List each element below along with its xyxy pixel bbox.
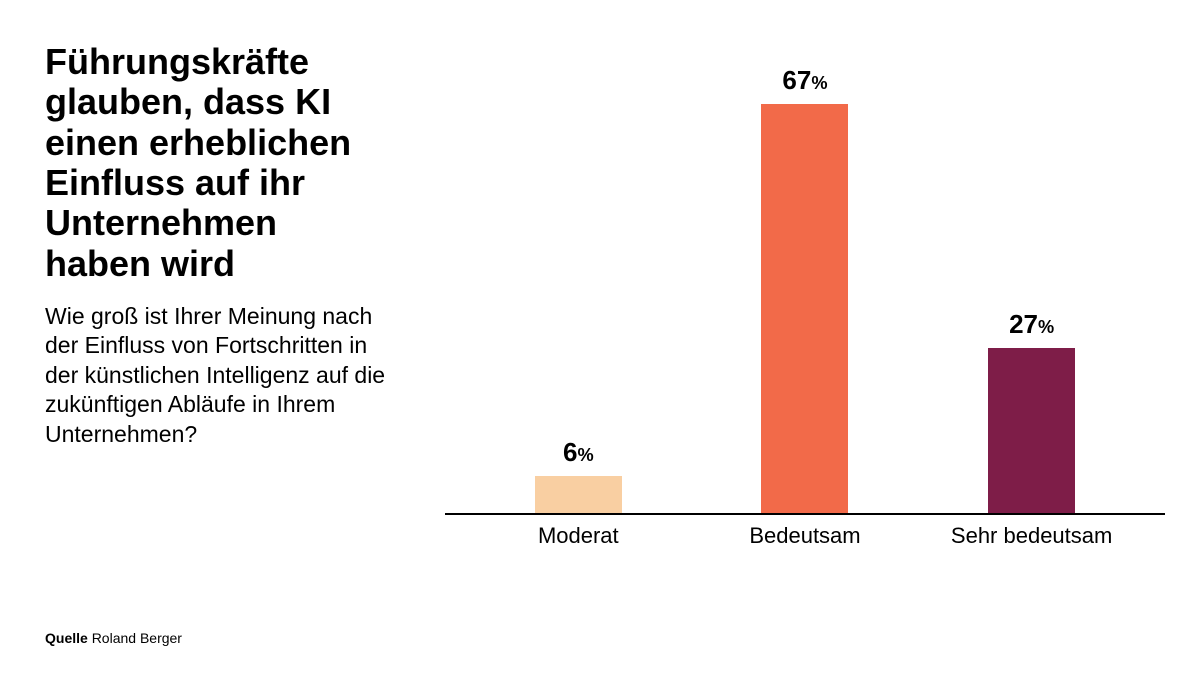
category-labels: Moderat Bedeutsam Sehr bedeutsam (445, 523, 1165, 549)
category-label: Moderat (465, 523, 692, 549)
bars-container: 6% 67% 27% (445, 48, 1165, 513)
source-label: Quelle (45, 630, 88, 646)
bar (535, 476, 622, 513)
title: Führungskräfte glauben, dass KI einen er… (45, 42, 390, 284)
bar-wrap: 6% (465, 48, 692, 513)
source-line: Quelle Roland Berger (45, 630, 182, 646)
bar-value-label: 67% (782, 65, 827, 96)
bar-value-label: 6% (563, 437, 594, 468)
subtitle: Wie groß ist Ihrer Meinung nach der Einf… (45, 302, 390, 449)
bar-wrap: 27% (918, 48, 1145, 513)
bar (988, 348, 1075, 513)
plot-area: 6% 67% 27% (445, 48, 1165, 515)
bar-chart: 6% 67% 27% (445, 48, 1165, 568)
bar-value-label: 27% (1009, 309, 1054, 340)
category-label: Sehr bedeutsam (918, 523, 1145, 549)
bar-wrap: 67% (692, 48, 919, 513)
text-column: Führungskräfte glauben, dass KI einen er… (45, 42, 390, 449)
source-value: Roland Berger (92, 630, 182, 646)
category-label: Bedeutsam (692, 523, 919, 549)
bar (761, 104, 848, 513)
